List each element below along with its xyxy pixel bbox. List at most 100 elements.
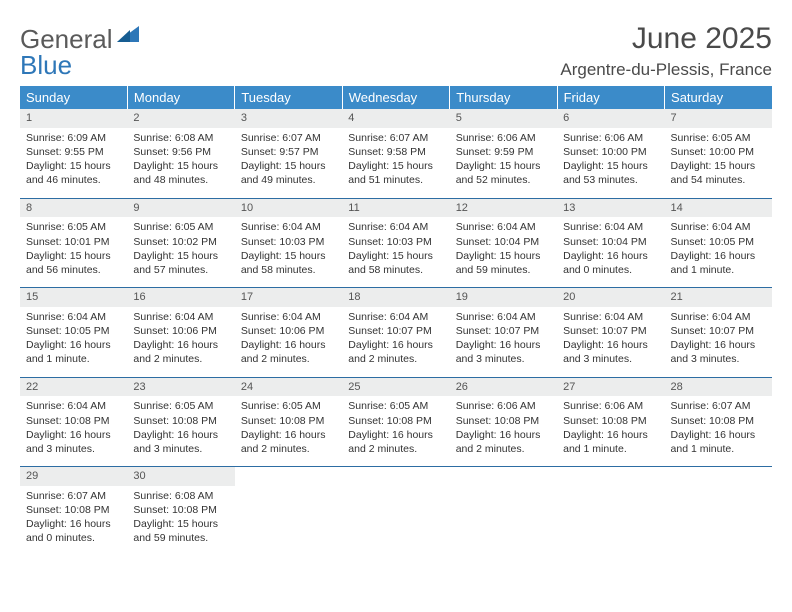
sunset-text: Sunset: 9:58 PM <box>348 145 443 159</box>
calendar-day-cell: 28Sunrise: 6:07 AMSunset: 10:08 PMDaylig… <box>665 377 772 467</box>
day-details: Sunrise: 6:05 AMSunset: 10:02 PMDaylight… <box>127 217 234 287</box>
day-details: Sunrise: 6:04 AMSunset: 10:07 PMDaylight… <box>342 307 449 377</box>
calendar-day-cell: 17Sunrise: 6:04 AMSunset: 10:06 PMDaylig… <box>235 288 342 378</box>
sunset-text: Sunset: 10:02 PM <box>133 235 228 249</box>
day-details: Sunrise: 6:04 AMSunset: 10:04 PMDaylight… <box>450 217 557 287</box>
daylight-text-2: and 58 minutes. <box>241 263 336 277</box>
daylight-text-1: Daylight: 16 hours <box>456 428 551 442</box>
sunset-text: Sunset: 10:06 PM <box>241 324 336 338</box>
sunset-text: Sunset: 10:00 PM <box>671 145 766 159</box>
daylight-text-2: and 59 minutes. <box>133 531 228 545</box>
day-number: 8 <box>20 199 127 218</box>
sunrise-text: Sunrise: 6:07 AM <box>241 131 336 145</box>
day-header: Wednesday <box>342 86 449 109</box>
day-number: 13 <box>557 199 664 218</box>
daylight-text-1: Daylight: 16 hours <box>348 338 443 352</box>
day-number: 21 <box>665 288 772 307</box>
day-details: Sunrise: 6:04 AMSunset: 10:03 PMDaylight… <box>235 217 342 287</box>
sunset-text: Sunset: 10:04 PM <box>563 235 658 249</box>
sunrise-text: Sunrise: 6:07 AM <box>671 399 766 413</box>
daylight-text-2: and 48 minutes. <box>133 173 228 187</box>
calendar-day-cell: 3Sunrise: 6:07 AMSunset: 9:57 PMDaylight… <box>235 109 342 198</box>
day-number: 30 <box>127 467 234 486</box>
daylight-text-2: and 0 minutes. <box>26 531 121 545</box>
day-number: 29 <box>20 467 127 486</box>
sunrise-text: Sunrise: 6:04 AM <box>348 220 443 234</box>
daylight-text-2: and 1 minute. <box>563 442 658 456</box>
daylight-text-2: and 58 minutes. <box>348 263 443 277</box>
sunset-text: Sunset: 10:07 PM <box>563 324 658 338</box>
calendar-day-cell: . <box>557 467 664 556</box>
daylight-text-1: Daylight: 15 hours <box>456 159 551 173</box>
sunset-text: Sunset: 10:08 PM <box>26 503 121 517</box>
daylight-text-2: and 53 minutes. <box>563 173 658 187</box>
daylight-text-1: Daylight: 15 hours <box>348 159 443 173</box>
sunrise-text: Sunrise: 6:07 AM <box>348 131 443 145</box>
day-header: Thursday <box>450 86 557 109</box>
calendar-day-cell: 9Sunrise: 6:05 AMSunset: 10:02 PMDayligh… <box>127 198 234 288</box>
day-number: 19 <box>450 288 557 307</box>
location-label: Argentre-du-Plessis, France <box>560 60 772 80</box>
day-header: Saturday <box>665 86 772 109</box>
sunrise-text: Sunrise: 6:06 AM <box>563 399 658 413</box>
day-details: Sunrise: 6:06 AMSunset: 9:59 PMDaylight:… <box>450 128 557 198</box>
day-number: 15 <box>20 288 127 307</box>
daylight-text-2: and 49 minutes. <box>241 173 336 187</box>
daylight-text-1: Daylight: 15 hours <box>241 159 336 173</box>
daylight-text-2: and 1 minute. <box>671 263 766 277</box>
calendar-day-cell: 24Sunrise: 6:05 AMSunset: 10:08 PMDaylig… <box>235 377 342 467</box>
month-title: June 2025 <box>560 22 772 56</box>
day-number: 12 <box>450 199 557 218</box>
sunrise-text: Sunrise: 6:08 AM <box>133 489 228 503</box>
daylight-text-2: and 1 minute. <box>671 442 766 456</box>
daylight-text-2: and 59 minutes. <box>456 263 551 277</box>
sunset-text: Sunset: 10:08 PM <box>456 414 551 428</box>
logo: GeneralBlue <box>20 22 139 78</box>
calendar-day-cell: 10Sunrise: 6:04 AMSunset: 10:03 PMDaylig… <box>235 198 342 288</box>
calendar-table: SundayMondayTuesdayWednesdayThursdayFrid… <box>20 86 772 556</box>
sunrise-text: Sunrise: 6:09 AM <box>26 131 121 145</box>
sunset-text: Sunset: 10:07 PM <box>456 324 551 338</box>
calendar-day-cell: 8Sunrise: 6:05 AMSunset: 10:01 PMDayligh… <box>20 198 127 288</box>
calendar-day-cell: 16Sunrise: 6:04 AMSunset: 10:06 PMDaylig… <box>127 288 234 378</box>
day-details: Sunrise: 6:05 AMSunset: 10:08 PMDaylight… <box>235 396 342 466</box>
calendar-week-row: 29Sunrise: 6:07 AMSunset: 10:08 PMDaylig… <box>20 467 772 556</box>
sunrise-text: Sunrise: 6:08 AM <box>133 131 228 145</box>
day-number: 9 <box>127 199 234 218</box>
day-details: Sunrise: 6:09 AMSunset: 9:55 PMDaylight:… <box>20 128 127 198</box>
day-details: Sunrise: 6:06 AMSunset: 10:00 PMDaylight… <box>557 128 664 198</box>
sunset-text: Sunset: 9:57 PM <box>241 145 336 159</box>
daylight-text-2: and 3 minutes. <box>671 352 766 366</box>
day-number: 3 <box>235 109 342 128</box>
calendar-day-cell: 14Sunrise: 6:04 AMSunset: 10:05 PMDaylig… <box>665 198 772 288</box>
calendar-day-cell: 4Sunrise: 6:07 AMSunset: 9:58 PMDaylight… <box>342 109 449 198</box>
sunset-text: Sunset: 10:05 PM <box>671 235 766 249</box>
daylight-text-1: Daylight: 15 hours <box>671 159 766 173</box>
calendar-day-cell: . <box>450 467 557 556</box>
sunset-text: Sunset: 10:08 PM <box>133 414 228 428</box>
day-number: 11 <box>342 199 449 218</box>
day-details: Sunrise: 6:06 AMSunset: 10:08 PMDaylight… <box>450 396 557 466</box>
calendar-day-cell: 15Sunrise: 6:04 AMSunset: 10:05 PMDaylig… <box>20 288 127 378</box>
calendar-day-cell: 21Sunrise: 6:04 AMSunset: 10:07 PMDaylig… <box>665 288 772 378</box>
daylight-text-1: Daylight: 16 hours <box>26 517 121 531</box>
daylight-text-2: and 2 minutes. <box>348 442 443 456</box>
sunset-text: Sunset: 10:03 PM <box>241 235 336 249</box>
calendar-day-cell: 6Sunrise: 6:06 AMSunset: 10:00 PMDayligh… <box>557 109 664 198</box>
day-details: Sunrise: 6:06 AMSunset: 10:08 PMDaylight… <box>557 396 664 466</box>
daylight-text-2: and 52 minutes. <box>456 173 551 187</box>
day-details: Sunrise: 6:05 AMSunset: 10:01 PMDaylight… <box>20 217 127 287</box>
sunset-text: Sunset: 10:08 PM <box>133 503 228 517</box>
page-header: GeneralBlue June 2025 Argentre-du-Plessi… <box>20 22 772 80</box>
sunrise-text: Sunrise: 6:04 AM <box>241 310 336 324</box>
calendar-week-row: 15Sunrise: 6:04 AMSunset: 10:05 PMDaylig… <box>20 288 772 378</box>
sunrise-text: Sunrise: 6:05 AM <box>671 131 766 145</box>
daylight-text-2: and 54 minutes. <box>671 173 766 187</box>
day-details: Sunrise: 6:07 AMSunset: 9:57 PMDaylight:… <box>235 128 342 198</box>
calendar-day-cell: 7Sunrise: 6:05 AMSunset: 10:00 PMDayligh… <box>665 109 772 198</box>
day-number: 5 <box>450 109 557 128</box>
sunrise-text: Sunrise: 6:06 AM <box>456 131 551 145</box>
day-number: 22 <box>20 378 127 397</box>
calendar-day-cell: 20Sunrise: 6:04 AMSunset: 10:07 PMDaylig… <box>557 288 664 378</box>
day-details: Sunrise: 6:04 AMSunset: 10:03 PMDaylight… <box>342 217 449 287</box>
